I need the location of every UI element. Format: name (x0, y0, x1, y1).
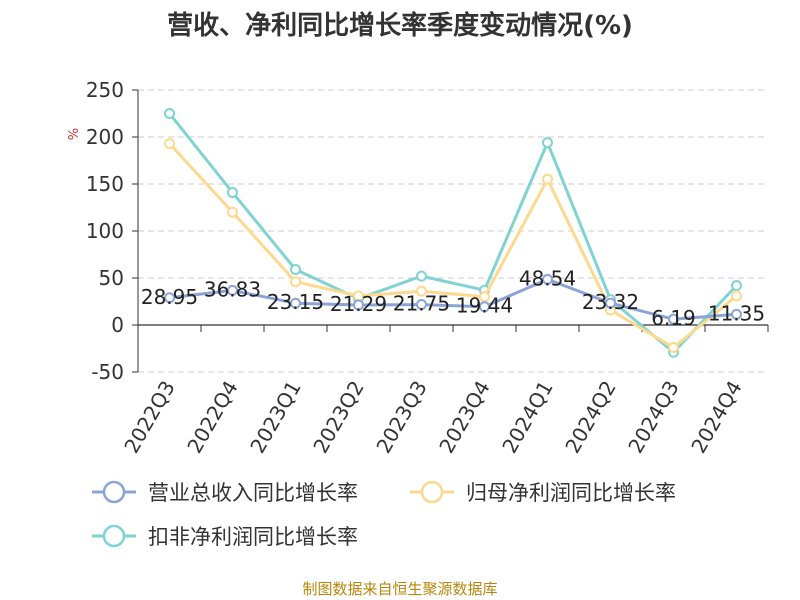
chart-title: 营收、净利同比增长率季度变动情况(%) (167, 11, 633, 41)
data-point (542, 173, 553, 185)
data-point (668, 313, 679, 325)
legend-label: 扣非净利润同比增长率 (148, 525, 358, 549)
y-tick-label: 0 (111, 313, 124, 337)
y-tick-label: 200 (86, 125, 124, 149)
y-tick-label: 50 (99, 266, 124, 290)
x-tick-label: 2023Q3 (371, 377, 431, 458)
data-point (290, 264, 301, 276)
data-point (668, 342, 679, 354)
x-tick-label: 2023Q2 (308, 377, 368, 458)
legend-marker (420, 480, 444, 504)
y-tick-label: 250 (86, 78, 124, 102)
data-point (731, 308, 742, 320)
y-tick-label: 150 (86, 172, 124, 196)
data-point (479, 301, 490, 313)
data-point (542, 137, 553, 149)
data-label: 48.54 (519, 266, 576, 290)
data-point (227, 186, 238, 198)
series-line (168, 112, 738, 354)
x-tick-label: 2024Q2 (560, 377, 620, 458)
series-line (169, 277, 737, 321)
data-label: 23.32 (582, 290, 639, 314)
x-tick-label: 2023Q4 (434, 377, 494, 458)
data-label: 23.15 (267, 290, 324, 314)
data-point (227, 284, 238, 296)
data-label: 11.35 (708, 301, 765, 325)
x-tick-label: 2024Q3 (623, 377, 683, 458)
legend-marker (102, 524, 126, 548)
legend-marker (102, 480, 126, 504)
data-label: 21.75 (393, 292, 450, 316)
legend-label: 归母净利润同比增长率 (466, 481, 676, 505)
data-point (731, 290, 742, 302)
legend-item[interactable]: 归母净利润同比增长率 (410, 480, 676, 505)
data-point (164, 138, 175, 150)
data-label: 21.29 (330, 292, 387, 316)
data-point (164, 292, 175, 304)
series-lines (164, 108, 742, 358)
data-point (605, 297, 616, 309)
data-point (353, 299, 364, 311)
y-tick-label: -50 (91, 360, 124, 384)
data-point (416, 299, 427, 311)
data-point (542, 273, 553, 285)
data-point (164, 108, 175, 119)
series-line (168, 142, 738, 350)
legend-item[interactable]: 扣非净利润同比增长率 (92, 524, 358, 549)
x-tick-label: 2023Q1 (245, 377, 305, 458)
data-label: 19.44 (456, 294, 513, 318)
data-label: 36.83 (204, 277, 261, 301)
x-tick-label: 2022Q4 (182, 377, 242, 458)
data-label: 6.19 (651, 306, 696, 330)
x-tick-label: 2024Q4 (686, 377, 746, 458)
data-point (290, 297, 301, 309)
x-tick-label: 2024Q1 (497, 377, 557, 458)
data-label: 28.95 (141, 285, 198, 309)
data-point (416, 270, 427, 282)
y-unit-label: % (67, 128, 82, 140)
data-point (731, 280, 742, 292)
x-tick-label: 2022Q3 (119, 377, 179, 458)
source-note: 制图数据来自恒生聚源数据库 (302, 580, 498, 598)
y-tick-label: 100 (86, 219, 124, 243)
data-point (290, 276, 301, 288)
data-point (227, 206, 238, 218)
legend-item[interactable]: 营业总收入同比增长率 (92, 480, 358, 505)
legend-label: 营业总收入同比增长率 (148, 481, 358, 505)
grid-lines (138, 89, 768, 373)
data-point (416, 285, 427, 297)
